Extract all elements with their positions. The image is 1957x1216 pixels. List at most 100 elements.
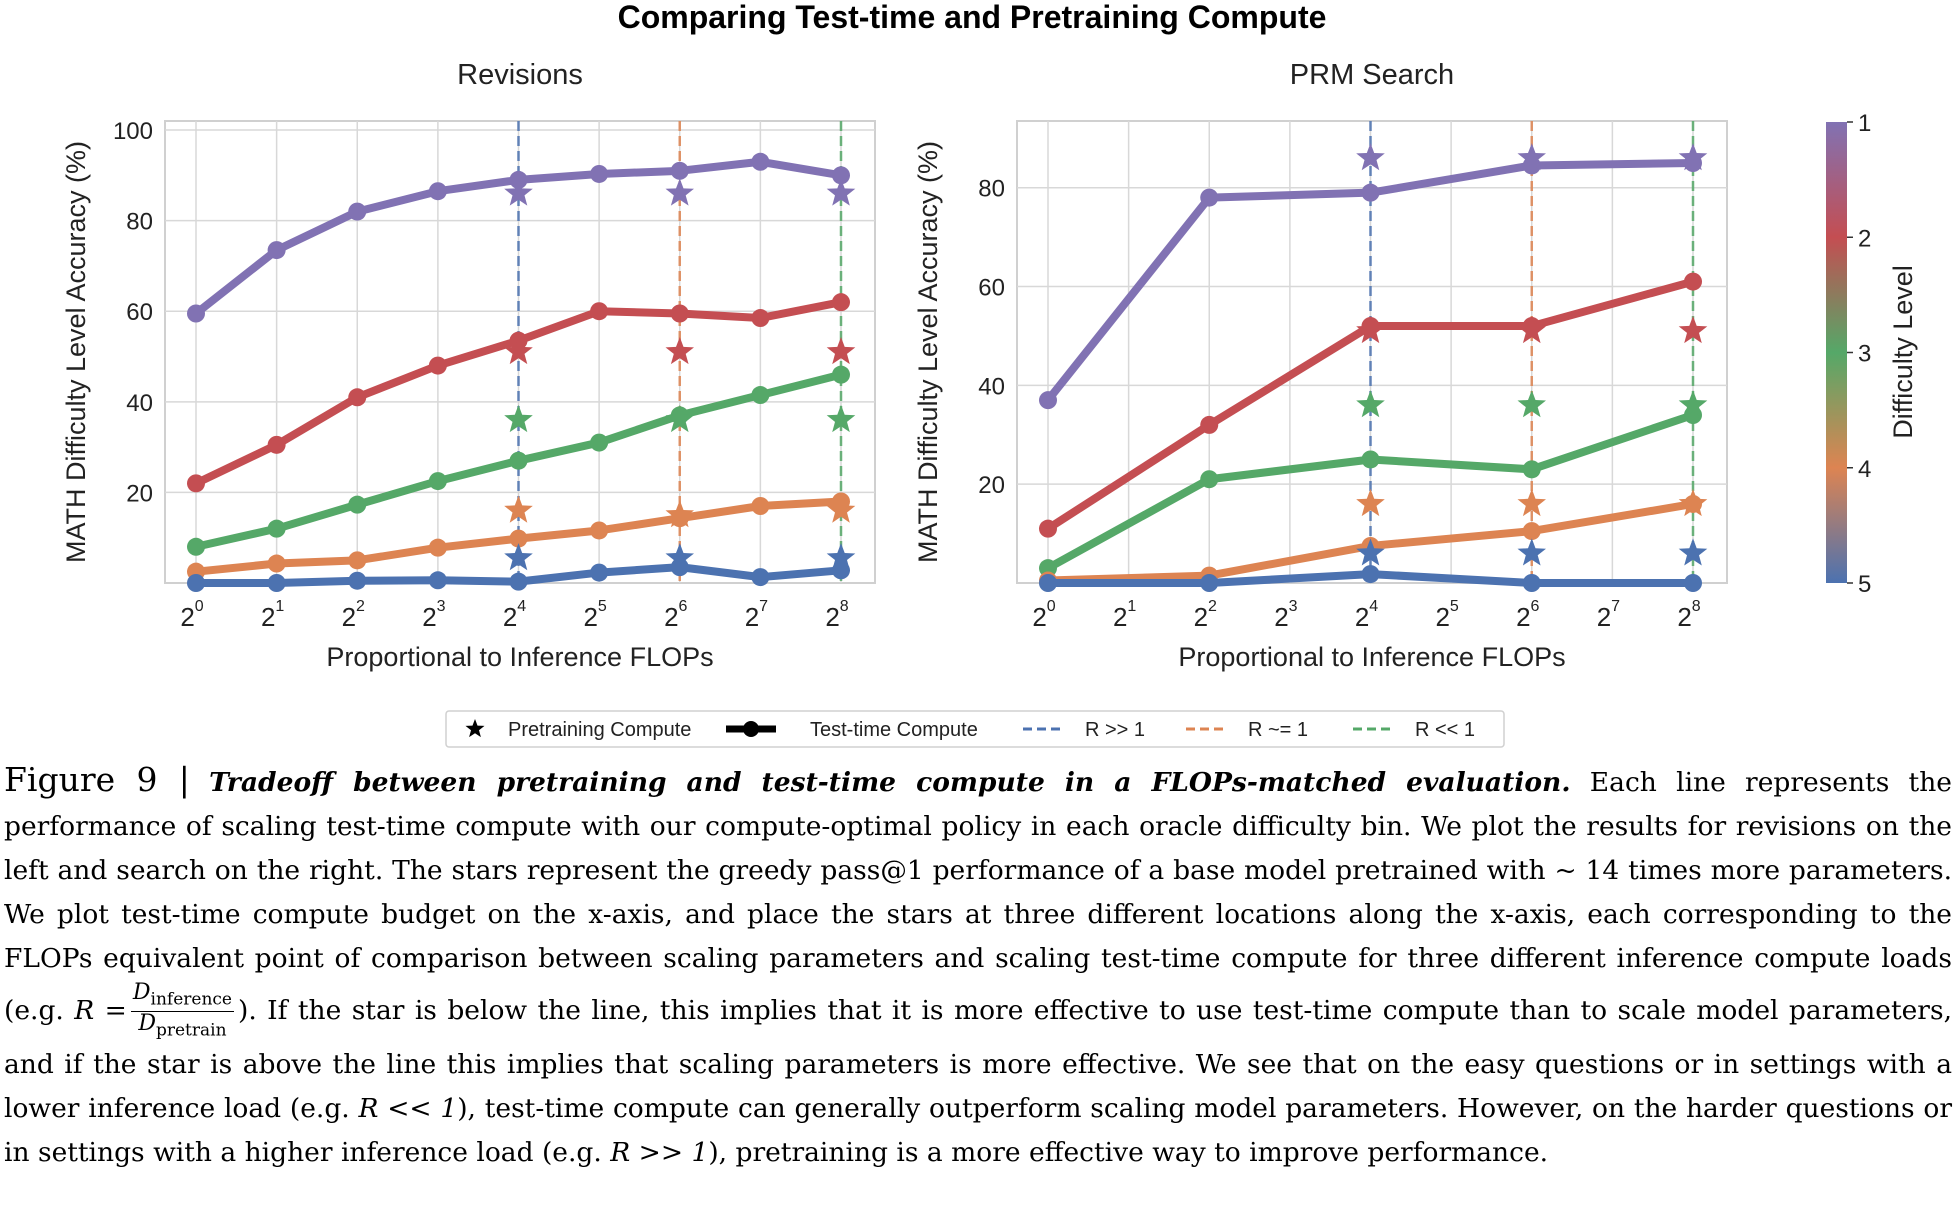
pretraining-star [1517,316,1546,344]
x-tick-label: 28 [825,598,848,632]
data-point [751,386,770,405]
data-point [670,161,689,180]
data-point [348,202,367,221]
pretraining-star [826,495,856,523]
data-point [348,571,367,590]
x-tick-exponent: 4 [1369,598,1378,615]
pretraining-star [504,404,533,433]
data-point [1039,519,1057,538]
pretraining-star [1356,316,1385,344]
y-axis-label: MATH Difficulty Level Accuracy (%) [61,141,91,563]
colorbar-tick-label: 1 [1858,110,1871,137]
pretraining-star [1356,538,1385,566]
caption-text: ), test-time compute can generally outpe… [4,1092,1952,1168]
data-point [670,304,689,323]
colorbar-label: Difficulty Level [1888,265,1918,439]
pretraining-star [1356,143,1385,171]
data-point [428,356,447,375]
y-tick-label: 40 [126,390,153,417]
data-point [751,152,770,171]
data-point [1361,565,1380,584]
x-tick-label: 23 [1274,598,1297,632]
data-point [1039,559,1057,578]
data-point [590,521,609,540]
x-tick-exponent: 0 [195,598,204,615]
x-tick-label: 27 [745,598,768,632]
formula-lhs: R = [74,994,127,1026]
subplot-title: Revisions [457,59,583,91]
pretraining-star [1517,143,1546,171]
x-tick-label: 24 [1355,598,1378,632]
legend: Pretraining Compute Test-time Compute R >>… [445,710,1505,748]
x-tick-label: 25 [1435,598,1458,632]
legend-dot-icon [743,721,759,737]
data-point [1522,522,1541,541]
data-point [1200,470,1219,489]
x-tick-exponent: 7 [759,598,768,615]
data-point [267,574,286,592]
x-tick-exponent: 0 [1047,598,1056,615]
x-tick-exponent: 6 [679,598,688,615]
x-tick-exponent: 3 [437,598,446,615]
x-tick-exponent: 7 [1611,598,1620,615]
data-point [1684,574,1702,592]
y-tick-label: 20 [978,472,1005,499]
data-point [428,571,447,590]
data-point [751,497,770,515]
pretraining-star [665,178,694,206]
data-point [590,164,609,183]
caption-r-high: R >> 1 [610,1136,709,1168]
y-tick-label: 100 [113,118,153,145]
chart-title: Comparing Test-time and Pretraining Comp… [618,0,1327,35]
pretraining-star [826,404,856,433]
x-axis-label: Proportional to Inference FLOPs [1178,642,1565,672]
colorbar-tick-label: 3 [1858,341,1871,368]
x-tick-label: 28 [1677,598,1700,632]
y-tick-label: 80 [978,176,1005,203]
caption-text: ). If the star is below the line, this i… [4,994,1952,1124]
data-point [267,554,286,573]
figure-caption: Figure 9 | Tradeoff between pretraining … [4,758,1952,1175]
x-tick-label: 26 [1516,598,1539,632]
data-point [1039,574,1057,592]
data-point [1361,183,1380,202]
data-point [590,302,609,321]
x-tick-label: 20 [180,598,203,632]
formula-den: D [138,1011,156,1037]
data-point [187,304,205,323]
x-tick-exponent: 5 [598,598,607,615]
data-point [832,166,850,185]
colorbar: 1 2 3 4 5 Difficulty Level [1826,110,1918,598]
data-point [428,182,447,201]
x-tick-label: 21 [1113,598,1136,632]
x-tick-exponent: 1 [275,598,284,615]
formula-num-sub: inference [150,989,232,1010]
pretraining-star [665,500,694,528]
data-point [1039,391,1057,410]
x-tick-label: 26 [664,598,687,632]
formula-num: D [132,980,151,1005]
x-tick-label: 22 [1194,598,1217,632]
pretraining-star [1517,488,1546,517]
data-point [428,472,447,491]
data-point [590,433,609,452]
subplot-revisions: 20 21 22 23 24 25 26 27 2820406080100RevisionsPr… [61,59,876,672]
colorbar-tick-label: 5 [1858,571,1871,598]
y-tick-label: 20 [126,480,153,507]
colorbar-tick-label: 4 [1858,456,1871,483]
data-point [590,563,609,582]
data-point [1200,574,1219,592]
x-tick-label: 22 [342,598,365,632]
data-point [1200,415,1219,434]
x-tick-exponent: 6 [1531,598,1540,615]
data-point [832,293,850,312]
data-point [1522,460,1541,479]
pretraining-star [1356,488,1385,517]
data-point [428,538,447,557]
pretraining-star [504,178,533,206]
data-point [348,388,367,407]
data-point [1684,272,1702,291]
data-point [187,574,205,592]
data-point [267,241,286,260]
y-tick-label: 60 [978,275,1005,302]
